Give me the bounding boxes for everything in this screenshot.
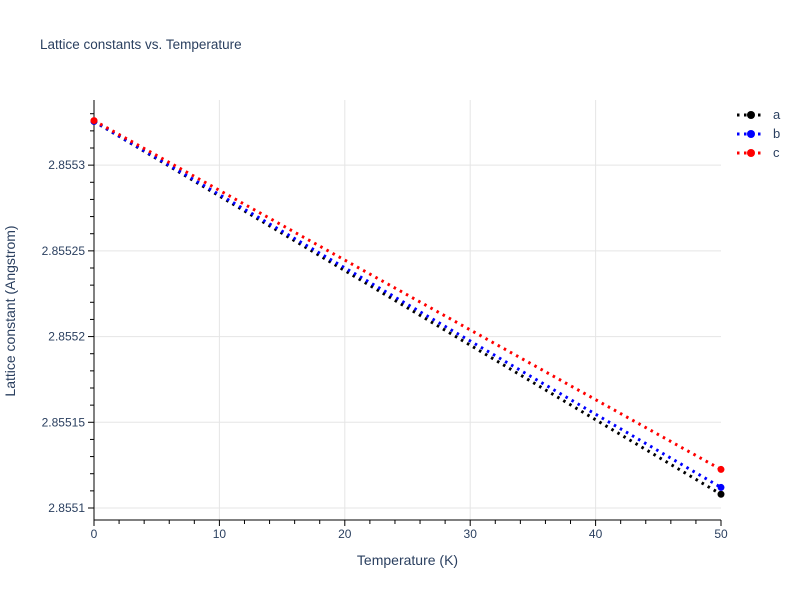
svg-text:10: 10 bbox=[213, 527, 227, 541]
tick-labels: 0 10 20 30 40 50 2.8551 2.85515 2.8552 2.85525 2.8… bbox=[42, 158, 728, 541]
svg-text:2.85515: 2.85515 bbox=[42, 415, 86, 429]
svg-text:2.8551: 2.8551 bbox=[48, 501, 85, 515]
svg-text:2.8553: 2.8553 bbox=[48, 158, 85, 172]
svg-text:30: 30 bbox=[464, 527, 478, 541]
legend: a b c bbox=[736, 105, 780, 162]
legend-label-a: a bbox=[773, 107, 781, 122]
legend-item-a[interactable]: a bbox=[736, 105, 780, 124]
svg-text:2.8552: 2.8552 bbox=[48, 330, 85, 344]
legend-label-b: b bbox=[773, 126, 781, 141]
gridlines bbox=[94, 100, 721, 520]
legend-line-sample-b bbox=[737, 129, 765, 138]
legend-item-c[interactable]: c bbox=[736, 143, 780, 162]
axes bbox=[88, 100, 722, 526]
svg-text:2.85525: 2.85525 bbox=[42, 244, 86, 258]
legend-item-b[interactable]: b bbox=[736, 124, 780, 143]
data-series bbox=[90, 117, 725, 498]
x-axis-title: Temperature (K) bbox=[356, 552, 459, 568]
legend-line-sample-c bbox=[737, 148, 765, 157]
svg-text:20: 20 bbox=[338, 527, 352, 541]
svg-text:40: 40 bbox=[589, 527, 603, 541]
legend-line-sample-a bbox=[737, 110, 765, 119]
svg-text:0: 0 bbox=[91, 527, 98, 541]
svg-text:50: 50 bbox=[714, 527, 728, 541]
legend-label-c: c bbox=[773, 145, 780, 160]
chart-title: Lattice constants vs. Temperature bbox=[40, 37, 242, 52]
y-axis-title: Lattice constant (Angstrom) bbox=[2, 225, 18, 397]
